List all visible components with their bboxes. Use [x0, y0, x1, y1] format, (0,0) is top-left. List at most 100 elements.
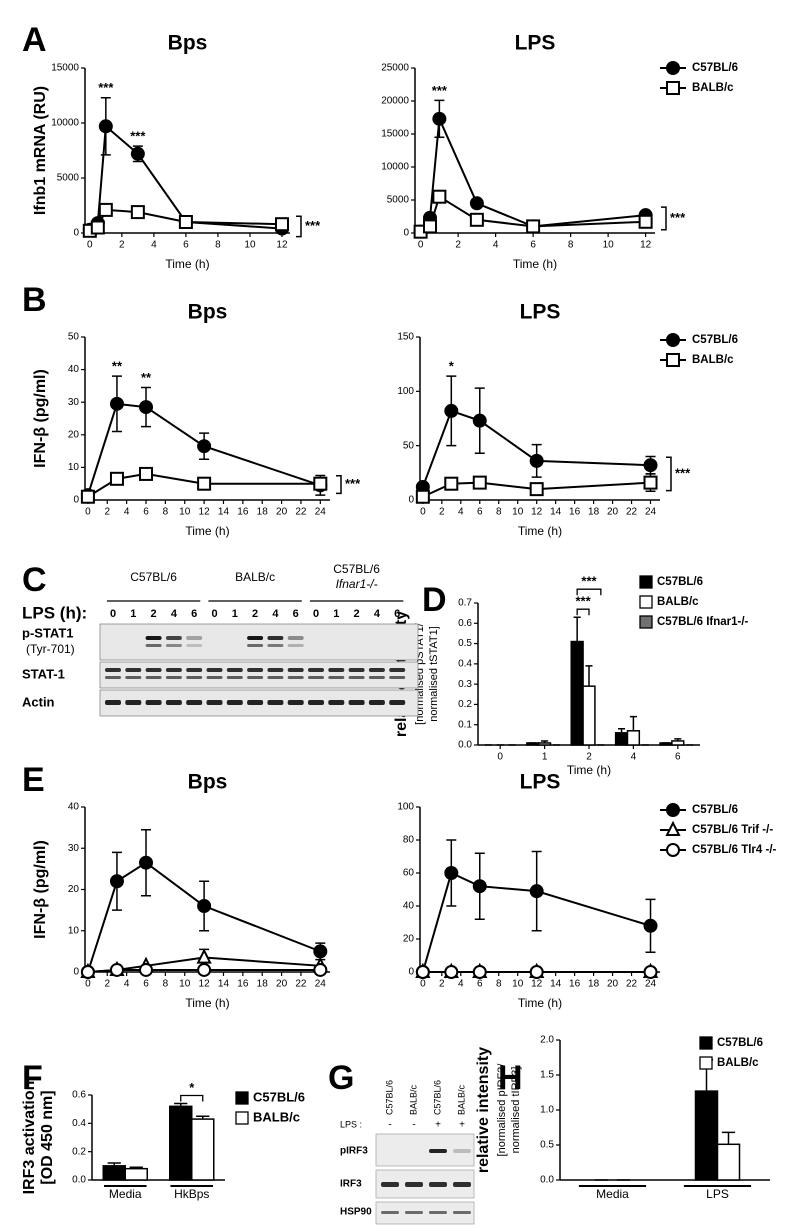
- y-tick-label: 0: [408, 495, 414, 506]
- bar: [626, 730, 641, 746]
- x-tick-label: 4: [458, 979, 464, 990]
- y-tick-label: 0.0: [72, 1175, 86, 1186]
- marker: [643, 918, 658, 933]
- treatment-sign: -: [412, 1120, 415, 1131]
- band: [267, 676, 284, 679]
- lane-label: 2: [252, 608, 258, 620]
- y-tick-label: 10000: [51, 118, 79, 129]
- marker: [196, 948, 212, 964]
- band: [308, 668, 324, 672]
- marker: [415, 965, 430, 979]
- y-tick-label: 5000: [387, 195, 410, 206]
- band: [328, 676, 345, 679]
- bracket: [576, 588, 602, 596]
- band: [348, 700, 365, 705]
- annotation: ***: [581, 574, 597, 589]
- annotation: ***: [130, 129, 146, 144]
- band: [389, 668, 406, 672]
- band: [328, 668, 345, 672]
- x-tick-label: 10: [244, 240, 256, 251]
- band: [165, 668, 182, 672]
- x-tick-label: 20: [607, 507, 619, 518]
- bracket: [576, 608, 590, 616]
- legend-swatch: [639, 575, 653, 589]
- annotation: **: [141, 370, 152, 385]
- x-axis-label: Time (h): [185, 996, 229, 1010]
- x-tick-label: 0: [85, 507, 91, 518]
- x-tick-label: 24: [315, 979, 327, 990]
- bracket-label: ***: [345, 476, 361, 491]
- panel-letter: D: [422, 581, 447, 619]
- panel-letter: A: [22, 21, 47, 59]
- marker: [529, 884, 544, 899]
- bracket-label: ***: [305, 218, 321, 233]
- x-tick-label: 20: [276, 507, 288, 518]
- band: [145, 668, 162, 672]
- y-tick-label: 0: [73, 967, 79, 978]
- y-tick-label: 10: [68, 925, 80, 936]
- lane-label: 2: [354, 608, 360, 620]
- y-tick-label: 100: [397, 802, 414, 813]
- x-tick-label: 24: [315, 507, 327, 518]
- band: [453, 1149, 471, 1153]
- band: [125, 676, 142, 679]
- y-tick-label: 0.1: [458, 719, 472, 730]
- x-axis-label: Time (h): [185, 524, 229, 538]
- bar: [191, 1118, 215, 1181]
- treatment-sign: +: [435, 1120, 441, 1131]
- marker: [666, 353, 680, 367]
- y-tick-label: 40: [68, 364, 80, 375]
- x-tick-label: 2: [439, 979, 445, 990]
- band: [145, 644, 162, 647]
- marker: [469, 196, 484, 211]
- marker: [109, 874, 124, 889]
- error-bar: [721, 1131, 736, 1145]
- bar: [537, 742, 552, 746]
- chart-title: Bps: [168, 32, 208, 55]
- y-tick-label: 0.0: [540, 1175, 554, 1186]
- bar: [694, 1090, 719, 1181]
- annotation: ***: [98, 80, 114, 95]
- lane-label: 2: [151, 608, 157, 620]
- bracket-label: ***: [670, 210, 686, 225]
- y-tick-label: 20000: [381, 96, 409, 107]
- band: [186, 668, 203, 672]
- x-tick-label: 6: [530, 240, 536, 251]
- y-tick-label: 20: [403, 934, 415, 945]
- y-tick-label: 40: [403, 901, 415, 912]
- marker: [432, 111, 447, 126]
- band: [247, 636, 264, 640]
- marker: [80, 489, 95, 504]
- x-tick-label: 8: [215, 240, 221, 251]
- y-axis-label: normalised tIRF3]: [510, 1067, 522, 1154]
- bracket: [180, 1094, 204, 1102]
- marker: [197, 962, 212, 977]
- marker: [444, 476, 459, 491]
- band: [389, 700, 406, 705]
- x-tick-label: 2: [586, 752, 592, 763]
- x-tick-label: LPS: [706, 1187, 729, 1201]
- marker: [469, 212, 484, 227]
- y-axis-label: IFN-β (pg/ml): [32, 840, 49, 939]
- band: [267, 700, 284, 705]
- marker: [472, 413, 487, 428]
- marker: [444, 965, 459, 979]
- x-tick-label: 12: [199, 979, 211, 990]
- x-tick-label: 18: [257, 507, 269, 518]
- y-axis-label: [OD 450 nm]: [39, 1090, 56, 1184]
- band: [186, 644, 203, 647]
- y-tick-label: 0.3: [458, 679, 472, 690]
- band: [145, 676, 162, 679]
- row-label: HSP90: [340, 1207, 372, 1218]
- marker: [472, 965, 487, 979]
- x-tick-label: 0: [497, 752, 503, 763]
- y-tick-label: 10: [68, 462, 80, 473]
- lane-label: 4: [272, 608, 279, 620]
- x-tick-label: 8: [496, 979, 502, 990]
- y-tick-label: 100: [397, 386, 414, 397]
- legend-label: BALB/c: [657, 596, 699, 608]
- band: [381, 1211, 399, 1214]
- legend-label: C57BL/6: [692, 804, 738, 816]
- lane-label: BALB/c: [456, 1084, 466, 1115]
- band: [145, 700, 162, 705]
